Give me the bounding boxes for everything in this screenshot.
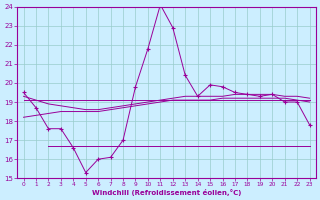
X-axis label: Windchill (Refroidissement éolien,°C): Windchill (Refroidissement éolien,°C) — [92, 189, 241, 196]
